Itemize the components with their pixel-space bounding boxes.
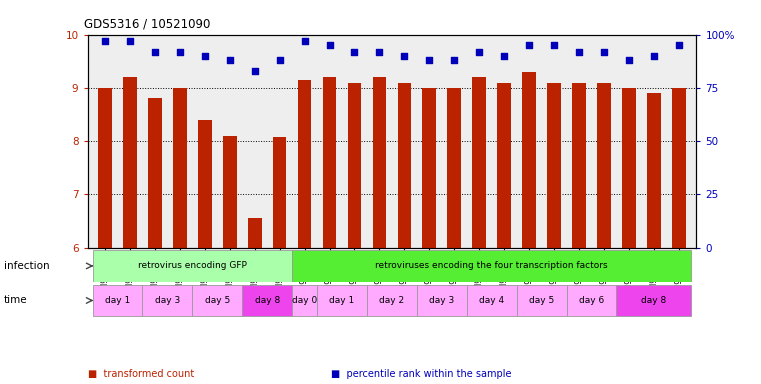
Bar [672, 88, 686, 248]
Point [298, 38, 310, 44]
Bar [223, 136, 237, 248]
Bar [198, 120, 212, 248]
Point [124, 38, 136, 44]
Text: infection: infection [4, 261, 49, 271]
Bar [373, 77, 387, 248]
Bar [397, 83, 411, 248]
Bar [142, 285, 193, 316]
Bar [597, 83, 611, 248]
Bar [248, 218, 262, 248]
Point [349, 48, 361, 55]
Bar [466, 285, 517, 316]
Bar [93, 250, 292, 281]
Bar [292, 250, 691, 281]
Bar [517, 285, 567, 316]
Text: day 3: day 3 [154, 296, 180, 305]
Text: day 6: day 6 [579, 296, 604, 305]
Bar [123, 77, 137, 248]
Point [622, 57, 635, 63]
Bar [522, 72, 536, 248]
Text: day 8: day 8 [254, 296, 280, 305]
Text: day 8: day 8 [642, 296, 667, 305]
Text: ■  transformed count: ■ transformed count [88, 369, 194, 379]
Text: day 2: day 2 [379, 296, 405, 305]
Bar [98, 88, 112, 248]
Bar [567, 285, 616, 316]
Bar [317, 285, 367, 316]
Point [648, 53, 660, 59]
Text: time: time [4, 295, 27, 306]
Bar [447, 88, 461, 248]
Bar [148, 98, 162, 248]
Point [199, 53, 211, 59]
Text: GDS5316 / 10521090: GDS5316 / 10521090 [84, 18, 210, 31]
Point [174, 48, 186, 55]
Point [398, 53, 410, 59]
Text: day 0: day 0 [292, 296, 317, 305]
Point [523, 42, 535, 48]
Bar [616, 285, 691, 316]
Text: day 3: day 3 [429, 296, 454, 305]
Bar [498, 83, 511, 248]
Text: day 1: day 1 [105, 296, 130, 305]
Bar [242, 285, 292, 316]
Point [448, 57, 460, 63]
Bar [647, 93, 661, 248]
Point [323, 42, 336, 48]
Point [548, 42, 560, 48]
Bar [547, 83, 561, 248]
Text: day 5: day 5 [529, 296, 554, 305]
Point [149, 48, 161, 55]
Bar [348, 83, 361, 248]
Bar [193, 285, 242, 316]
Bar [292, 285, 317, 316]
Point [99, 38, 111, 44]
Bar [422, 88, 436, 248]
Bar [323, 77, 336, 248]
Bar [417, 285, 466, 316]
Point [249, 68, 261, 74]
Bar [173, 88, 186, 248]
Point [598, 48, 610, 55]
Text: retroviruses encoding the four transcription factors: retroviruses encoding the four transcrip… [375, 262, 608, 270]
Point [473, 48, 486, 55]
Bar [473, 77, 486, 248]
Text: day 1: day 1 [330, 296, 355, 305]
Bar [367, 285, 417, 316]
Text: retrovirus encoding GFP: retrovirus encoding GFP [138, 262, 247, 270]
Bar [93, 285, 142, 316]
Bar [298, 80, 311, 248]
Point [423, 57, 435, 63]
Text: ■  percentile rank within the sample: ■ percentile rank within the sample [331, 369, 511, 379]
Point [573, 48, 585, 55]
Point [224, 57, 236, 63]
Point [273, 57, 285, 63]
Bar [272, 137, 286, 248]
Text: day 5: day 5 [205, 296, 230, 305]
Bar [622, 88, 635, 248]
Point [374, 48, 386, 55]
Point [498, 53, 511, 59]
Bar [572, 83, 586, 248]
Text: day 4: day 4 [479, 296, 505, 305]
Point [673, 42, 685, 48]
